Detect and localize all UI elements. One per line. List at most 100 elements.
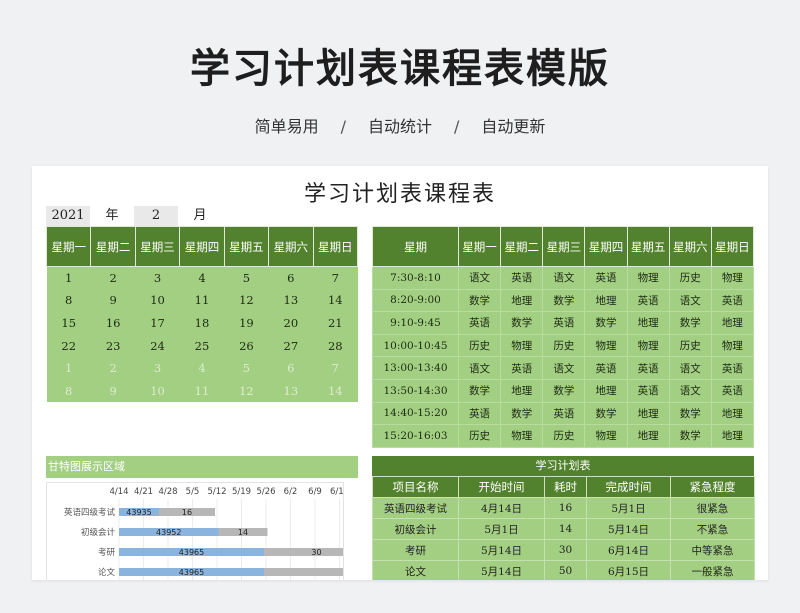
course-cell[interactable]: 历史 [668,333,712,358]
course-cell[interactable]: 地理 [710,401,755,426]
plan-cell[interactable]: 5月14日 [586,518,671,540]
course-cell[interactable]: 数学 [668,311,712,335]
calendar-day-cell[interactable]: 4 [179,266,225,290]
calendar-day-cell[interactable]: 15 [46,311,91,335]
calendar-day-cell[interactable]: 13 [268,289,314,312]
calendar-day-cell[interactable]: 12 [224,379,269,403]
course-cell[interactable]: 英语 [457,401,502,426]
course-cell[interactable]: 地理 [626,401,670,426]
calendar-day-cell[interactable]: 10 [135,379,180,403]
course-cell[interactable]: 语文 [542,356,586,380]
course-cell[interactable]: 英语 [500,356,544,380]
course-cell[interactable]: 语文 [457,356,502,380]
plan-cell[interactable]: 30 [544,539,587,561]
plan-cell[interactable]: 一般紧急 [670,560,755,580]
year-cell[interactable]: 2021 [46,206,90,226]
course-cell[interactable]: 物理 [626,266,670,290]
course-cell[interactable]: 语文 [668,356,712,380]
course-cell[interactable]: 数学 [542,378,586,403]
calendar-day-cell[interactable]: 5 [224,356,269,380]
plan-cell[interactable]: 论文 [372,560,459,580]
calendar-day-cell[interactable]: 2 [90,266,136,290]
calendar-day-cell[interactable]: 1 [46,266,91,290]
course-cell[interactable]: 物理 [500,333,544,358]
course-cell[interactable]: 英语 [584,266,628,290]
calendar-day-cell[interactable]: 7 [313,266,358,290]
time-slot-cell[interactable]: 7:30-8:10 [372,266,459,290]
calendar-day-cell[interactable]: 2 [90,356,136,380]
time-slot-cell[interactable]: 9:10-9:45 [372,311,459,335]
calendar-day-cell[interactable]: 14 [313,379,358,403]
plan-cell[interactable]: 14 [544,518,587,540]
plan-cell[interactable]: 英语四级考试 [372,497,459,519]
calendar-day-cell[interactable]: 28 [313,334,358,357]
course-cell[interactable]: 地理 [710,311,755,335]
plan-cell[interactable]: 很紧急 [670,497,755,519]
course-cell[interactable]: 数学 [584,311,628,335]
course-cell[interactable]: 历史 [542,424,586,448]
month-cell[interactable]: 2 [134,206,178,226]
time-slot-cell[interactable]: 8:20-9:00 [372,288,459,313]
calendar-day-cell[interactable]: 8 [46,289,91,312]
time-slot-cell[interactable]: 13:50-14:30 [372,378,459,403]
calendar-day-cell[interactable]: 16 [90,311,136,335]
course-cell[interactable]: 历史 [457,333,502,358]
course-cell[interactable]: 英语 [584,356,628,380]
course-cell[interactable]: 历史 [542,333,586,358]
course-cell[interactable]: 历史 [457,424,502,448]
calendar-day-cell[interactable]: 18 [179,311,225,335]
calendar-day-cell[interactable]: 5 [224,266,269,290]
calendar-day-cell[interactable]: 8 [46,379,91,403]
course-cell[interactable]: 物理 [500,424,544,448]
calendar-day-cell[interactable]: 20 [268,311,314,335]
plan-cell[interactable]: 不紧急 [670,518,755,540]
course-cell[interactable]: 地理 [500,288,544,313]
course-cell[interactable]: 英语 [457,311,502,335]
calendar-day-cell[interactable]: 27 [268,334,314,357]
calendar-day-cell[interactable]: 3 [135,266,180,290]
calendar-day-cell[interactable]: 22 [46,334,91,357]
course-cell[interactable]: 地理 [626,424,670,448]
course-cell[interactable]: 物理 [710,266,755,290]
course-cell[interactable]: 数学 [584,401,628,426]
course-cell[interactable]: 语文 [457,266,502,290]
calendar-day-cell[interactable]: 17 [135,311,180,335]
plan-cell[interactable]: 5月14日 [458,560,545,580]
course-cell[interactable]: 英语 [710,288,755,313]
time-slot-cell[interactable]: 10:00-10:45 [372,333,459,358]
plan-cell[interactable]: 50 [544,560,587,580]
plan-cell[interactable]: 初级会计 [372,518,459,540]
calendar-day-cell[interactable]: 4 [179,356,225,380]
calendar-day-cell[interactable]: 3 [135,356,180,380]
time-slot-cell[interactable]: 15:20-16:03 [372,424,459,448]
course-cell[interactable]: 地理 [500,378,544,403]
plan-cell[interactable]: 考研 [372,539,459,561]
calendar-day-cell[interactable]: 7 [313,356,358,380]
course-cell[interactable]: 英语 [626,378,670,403]
calendar-day-cell[interactable]: 12 [224,289,269,312]
plan-cell[interactable]: 6月14日 [586,539,671,561]
course-cell[interactable]: 数学 [668,424,712,448]
calendar-day-cell[interactable]: 19 [224,311,269,335]
calendar-day-cell[interactable]: 9 [90,379,136,403]
time-slot-cell[interactable]: 13:00-13:40 [372,356,459,380]
course-cell[interactable]: 数学 [668,401,712,426]
course-cell[interactable]: 英语 [542,311,586,335]
calendar-day-cell[interactable]: 9 [90,289,136,312]
course-cell[interactable]: 英语 [542,401,586,426]
course-cell[interactable]: 英语 [500,266,544,290]
calendar-day-cell[interactable]: 24 [135,334,180,357]
course-cell[interactable]: 数学 [500,311,544,335]
course-cell[interactable]: 物理 [584,333,628,358]
course-cell[interactable]: 地理 [584,378,628,403]
plan-cell[interactable]: 中等紧急 [670,539,755,561]
plan-cell[interactable]: 5月14日 [458,539,545,561]
calendar-day-cell[interactable]: 14 [313,289,358,312]
calendar-day-cell[interactable]: 23 [90,334,136,357]
course-cell[interactable]: 数学 [500,401,544,426]
calendar-day-cell[interactable]: 11 [179,289,225,312]
calendar-day-cell[interactable]: 6 [268,266,314,290]
course-cell[interactable]: 历史 [668,266,712,290]
course-cell[interactable]: 英语 [710,378,755,403]
calendar-day-cell[interactable]: 25 [179,334,225,357]
